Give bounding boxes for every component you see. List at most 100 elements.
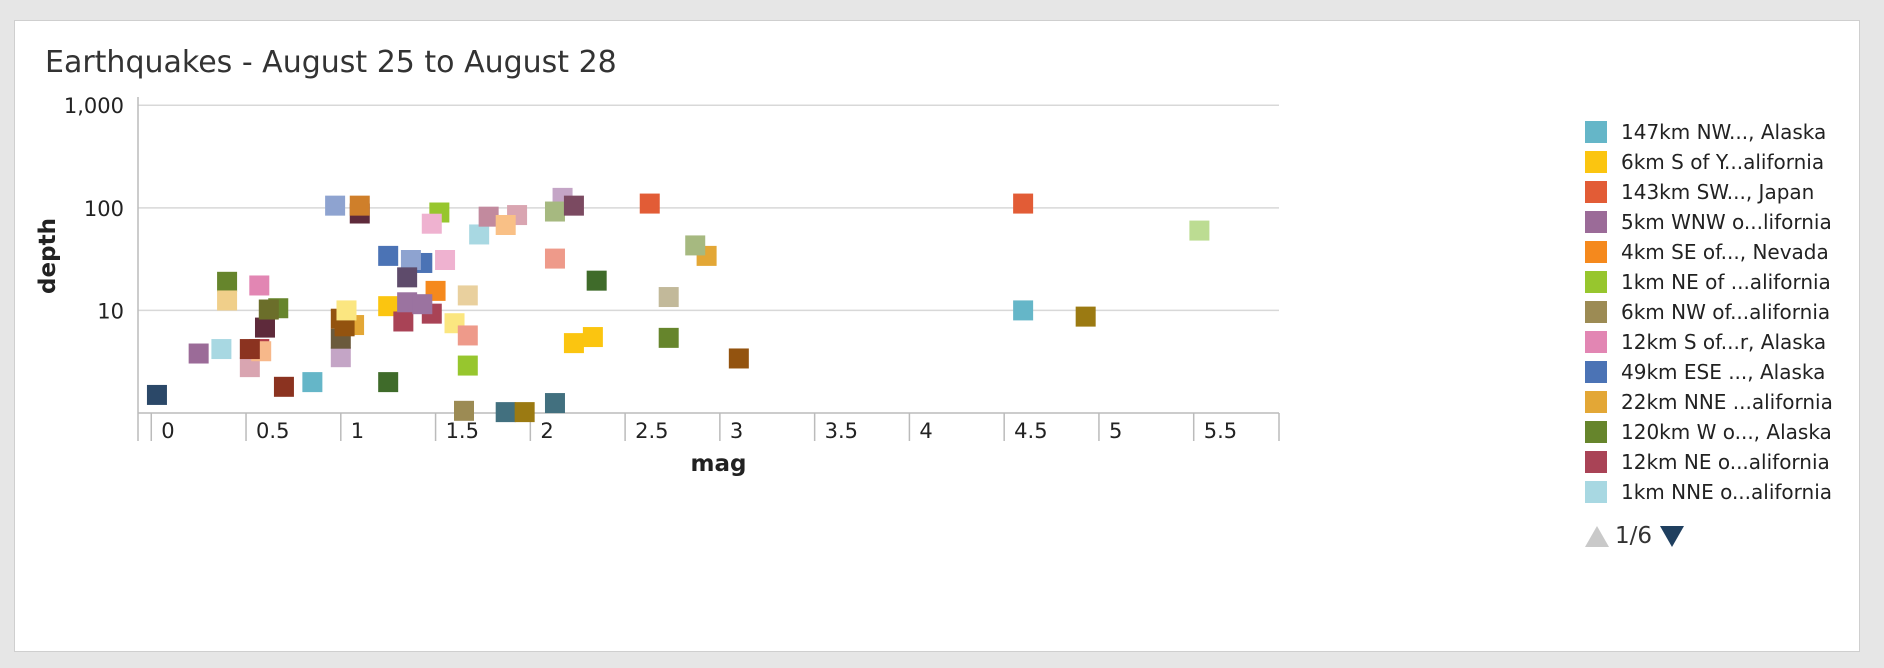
legend-swatch xyxy=(1585,451,1607,473)
x-tick-label: 4.5 xyxy=(1014,419,1047,443)
data-point[interactable] xyxy=(258,299,279,320)
data-point[interactable] xyxy=(239,339,260,360)
legend-swatch xyxy=(1585,211,1607,233)
legend-item[interactable]: 1km NE of ...alifornia xyxy=(1585,267,1831,297)
chart-title: Earthquakes - August 25 to August 28 xyxy=(45,45,617,80)
legend-item[interactable]: 147km NW..., Alaska xyxy=(1585,117,1826,147)
y-axis-title: depth xyxy=(35,218,61,294)
data-point[interactable] xyxy=(334,316,355,337)
data-point[interactable] xyxy=(469,224,490,245)
data-point[interactable] xyxy=(146,384,167,405)
data-point[interactable] xyxy=(685,235,706,256)
data-point[interactable] xyxy=(457,355,478,376)
data-point[interactable] xyxy=(544,393,565,414)
data-point[interactable] xyxy=(514,402,535,423)
data-point[interactable] xyxy=(378,245,399,266)
legend-item[interactable]: 12km S of...r, Alaska xyxy=(1585,327,1826,357)
data-point[interactable] xyxy=(378,372,399,393)
legend-swatch xyxy=(1585,271,1607,293)
data-point[interactable] xyxy=(495,215,516,236)
axes xyxy=(137,97,1280,441)
legend-label: 6km NW of...alifornia xyxy=(1621,300,1831,324)
data-point[interactable] xyxy=(457,285,478,306)
data-point[interactable] xyxy=(658,327,679,348)
data-point[interactable] xyxy=(495,402,516,423)
legend-item[interactable]: 22km NNE ...alifornia xyxy=(1585,387,1833,417)
legend-label: 147km NW..., Alaska xyxy=(1621,120,1827,144)
data-point[interactable] xyxy=(1013,193,1034,214)
data-point[interactable] xyxy=(563,195,584,216)
legend-swatch xyxy=(1585,301,1607,323)
data-point[interactable] xyxy=(728,348,749,369)
data-point[interactable] xyxy=(544,248,565,269)
scatter-chart: 10 100 1,000 0 0.5 1 1.5 2 2.5 3 3.5 4 4.5 5 5.5 mag dep… xyxy=(35,94,1280,477)
legend-label: 1km NE of ...alifornia xyxy=(1621,270,1831,294)
data-point[interactable] xyxy=(273,376,294,397)
data-point[interactable] xyxy=(1075,306,1096,327)
data-point[interactable] xyxy=(421,213,442,234)
data-point[interactable] xyxy=(658,287,679,308)
data-point[interactable] xyxy=(586,270,607,291)
data-point[interactable] xyxy=(254,317,275,338)
data-point[interactable] xyxy=(393,311,414,332)
legend-label: 1km NNE o...alifornia xyxy=(1621,480,1833,504)
data-point[interactable] xyxy=(454,400,474,421)
data-point[interactable] xyxy=(563,333,584,354)
legend-swatch xyxy=(1585,241,1607,263)
legend-swatch xyxy=(1585,151,1607,173)
x-tick-label: 5.5 xyxy=(1204,419,1237,443)
legend-item[interactable]: 1km NNE o...alifornia xyxy=(1585,477,1832,507)
legend-item[interactable]: 6km NW of...alifornia xyxy=(1585,297,1830,327)
page-down-icon[interactable] xyxy=(1660,525,1685,547)
x-tick-label: 4 xyxy=(919,419,932,443)
data-point[interactable] xyxy=(330,347,351,368)
data-point[interactable] xyxy=(325,195,346,216)
legend-item[interactable]: 12km NE o...alifornia xyxy=(1585,447,1830,477)
data-point[interactable] xyxy=(188,343,209,364)
data-point[interactable] xyxy=(412,294,433,315)
legend-item[interactable]: 5km WNW o...lifornia xyxy=(1585,207,1832,237)
x-tick-label: 3 xyxy=(730,419,743,443)
data-point[interactable] xyxy=(397,267,418,288)
legend-label: 6km S of Y...alifornia xyxy=(1621,150,1825,174)
legend-label: 143km SW..., Japan xyxy=(1621,180,1815,204)
data-point[interactable] xyxy=(639,193,660,214)
legend-page-indicator: 1/6 xyxy=(1615,523,1653,549)
x-tick-label: 0.5 xyxy=(256,419,289,443)
data-point[interactable] xyxy=(239,357,260,378)
data-point[interactable] xyxy=(217,290,238,311)
legend-item[interactable]: 143km SW..., Japan xyxy=(1585,177,1814,207)
legend-swatch xyxy=(1585,391,1607,413)
legend-swatch xyxy=(1585,121,1607,143)
legend-item[interactable]: 6km S of Y...alifornia xyxy=(1585,147,1824,177)
data-point[interactable] xyxy=(400,249,421,270)
data-point[interactable] xyxy=(397,292,418,313)
data-point[interactable] xyxy=(435,249,456,270)
data-point[interactable] xyxy=(349,195,370,216)
data-point[interactable] xyxy=(378,296,399,317)
data-point[interactable] xyxy=(457,325,478,346)
legend-label: 5km WNW o...lifornia xyxy=(1621,210,1832,234)
data-point[interactable] xyxy=(478,206,499,227)
data-point[interactable] xyxy=(582,327,603,348)
data-point[interactable] xyxy=(217,271,238,292)
legend-item[interactable]: 120km W o..., Alaska xyxy=(1585,417,1832,447)
data-point[interactable] xyxy=(336,300,357,321)
data-point[interactable] xyxy=(249,275,270,296)
legend-label: 12km S of...r, Alaska xyxy=(1621,330,1827,354)
data-point[interactable] xyxy=(1013,300,1034,321)
data-point[interactable] xyxy=(302,372,323,393)
legend-item[interactable]: 4km SE of..., Nevada xyxy=(1585,237,1829,267)
data-point[interactable] xyxy=(1189,220,1210,241)
data-point[interactable] xyxy=(211,339,232,360)
data-point[interactable] xyxy=(544,201,565,222)
y-tick-label: 10 xyxy=(97,299,124,323)
x-tick-label: 2.5 xyxy=(635,419,668,443)
x-tick-label: 5 xyxy=(1109,419,1122,443)
legend-item[interactable]: 49km ESE ..., Alaska xyxy=(1585,357,1825,387)
legend-swatch xyxy=(1585,481,1607,503)
axis-labels: 10 100 1,000 0 0.5 1 1.5 2 2.5 3 3.5 4 4.5 5 5.5 mag dep… xyxy=(35,94,1237,477)
page-up-icon[interactable] xyxy=(1585,525,1609,547)
x-axis-title: mag xyxy=(691,451,747,477)
legend-label: 120km W o..., Alaska xyxy=(1621,420,1832,444)
